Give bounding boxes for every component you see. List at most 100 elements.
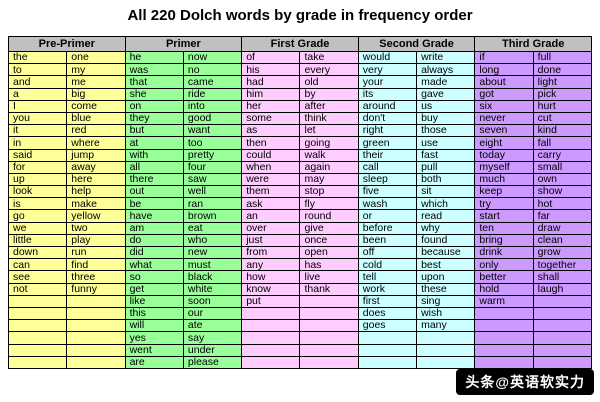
word-cell: where: [66, 136, 126, 150]
word-cell: shall: [532, 270, 593, 284]
word-cell: run: [66, 245, 126, 260]
dolch-word-table: Pre-Primer Primer First Grade Second Grade T…: [7, 36, 593, 369]
word-cell: try: [474, 197, 534, 211]
word-cell: wash: [357, 197, 418, 211]
column-header-primer: Primer: [124, 36, 243, 52]
word-row: little play do who just once been found bring cle…: [7, 233, 593, 248]
word-cell: may: [299, 172, 359, 187]
page-title: All 220 Dolch words by grade in frequenc…: [127, 7, 473, 24]
word-cell: four: [182, 160, 243, 174]
word-cell: once: [299, 233, 359, 248]
word-cell: your: [357, 75, 418, 89]
word-row: like soon put first sing warm: [7, 294, 593, 308]
word-cell: buy: [416, 111, 476, 126]
word-cell: [241, 306, 301, 321]
word-cell: [7, 294, 68, 308]
word-cell: his: [241, 63, 301, 77]
word-cell: got: [474, 87, 534, 101]
word-cell: jump: [66, 148, 126, 162]
word-cell: going: [299, 136, 359, 150]
word-cell: [66, 355, 126, 369]
word-cell: there: [124, 172, 184, 187]
word-cell: about: [474, 75, 534, 89]
word-cell: want: [182, 124, 243, 138]
word-cell: pick: [532, 87, 593, 101]
word-cell: over: [241, 221, 301, 235]
word-cell: many: [416, 319, 476, 333]
word-cell: or: [357, 209, 418, 223]
word-cell: not: [7, 282, 68, 296]
word-cell: come: [66, 99, 126, 113]
word-row: we two am eat over give before why ten draw: [7, 221, 593, 235]
word-cell: those: [416, 124, 476, 138]
word-cell: take: [299, 50, 359, 65]
word-cell: did: [124, 245, 184, 260]
word-cell: play: [66, 233, 126, 248]
word-cell: and: [7, 75, 68, 89]
word-cell: very: [357, 63, 418, 77]
word-cell: by: [299, 87, 359, 101]
word-cell: some: [241, 111, 301, 126]
word-cell: myself: [474, 160, 534, 174]
word-cell: that: [124, 75, 184, 89]
word-row: yes say: [7, 331, 593, 345]
word-cell: my: [66, 63, 126, 77]
word-cell: into: [182, 99, 243, 113]
word-cell: know: [241, 282, 301, 296]
word-cell: ten: [474, 221, 534, 235]
word-cell: [357, 355, 418, 369]
word-row: said jump with pretty could walk their fast toda…: [7, 148, 593, 162]
word-cell: must: [182, 258, 243, 272]
word-cell: keep: [474, 185, 534, 199]
word-cell: help: [66, 185, 126, 199]
word-cell: before: [357, 221, 418, 235]
word-cell: both: [416, 172, 476, 187]
word-cell: again: [299, 160, 359, 174]
word-cell: them: [241, 185, 301, 199]
word-cell: sit: [416, 185, 476, 199]
word-cell: small: [532, 160, 593, 174]
word-cell: [66, 343, 126, 357]
word-cell: [299, 343, 359, 357]
word-row: in where at too then going green use eight fall: [7, 136, 593, 150]
word-cell: right: [357, 124, 418, 138]
word-cell: [299, 294, 359, 308]
word-cell: [299, 355, 359, 369]
word-cell: which: [416, 197, 476, 211]
word-cell: best: [416, 258, 476, 272]
word-cell: please: [182, 355, 243, 369]
word-cell: [532, 343, 593, 357]
word-cell: then: [241, 136, 301, 150]
word-cell: ate: [182, 319, 243, 333]
word-cell: [66, 294, 126, 308]
word-cell: yellow: [66, 209, 126, 223]
word-cell: out: [124, 185, 184, 199]
word-cell: well: [182, 185, 243, 199]
word-cell: every: [299, 63, 359, 77]
word-cell: fall: [532, 136, 593, 150]
word-cell: I: [7, 99, 68, 113]
word-cell: write: [416, 50, 476, 65]
word-cell: own: [532, 172, 593, 187]
word-cell: now: [182, 50, 243, 65]
word-cell: just: [241, 233, 301, 248]
word-cell: no: [182, 63, 243, 77]
word-cell: she: [124, 87, 184, 101]
word-cell: will: [124, 319, 184, 333]
word-cell: could: [241, 148, 301, 162]
word-cell: he: [124, 50, 184, 65]
word-cell: much: [474, 172, 534, 187]
word-cell: three: [66, 270, 126, 284]
word-cell: ask: [241, 197, 301, 211]
word-cell: kind: [532, 124, 593, 138]
word-cell: read: [416, 209, 476, 223]
word-cell: new: [182, 245, 243, 260]
word-cell: stop: [299, 185, 359, 199]
word-cell: soon: [182, 294, 243, 308]
word-cell: warm: [474, 294, 534, 308]
word-cell: goes: [357, 319, 418, 333]
word-cell: hurt: [532, 99, 593, 113]
word-cell: six: [474, 99, 534, 113]
word-cell: be: [124, 197, 184, 211]
